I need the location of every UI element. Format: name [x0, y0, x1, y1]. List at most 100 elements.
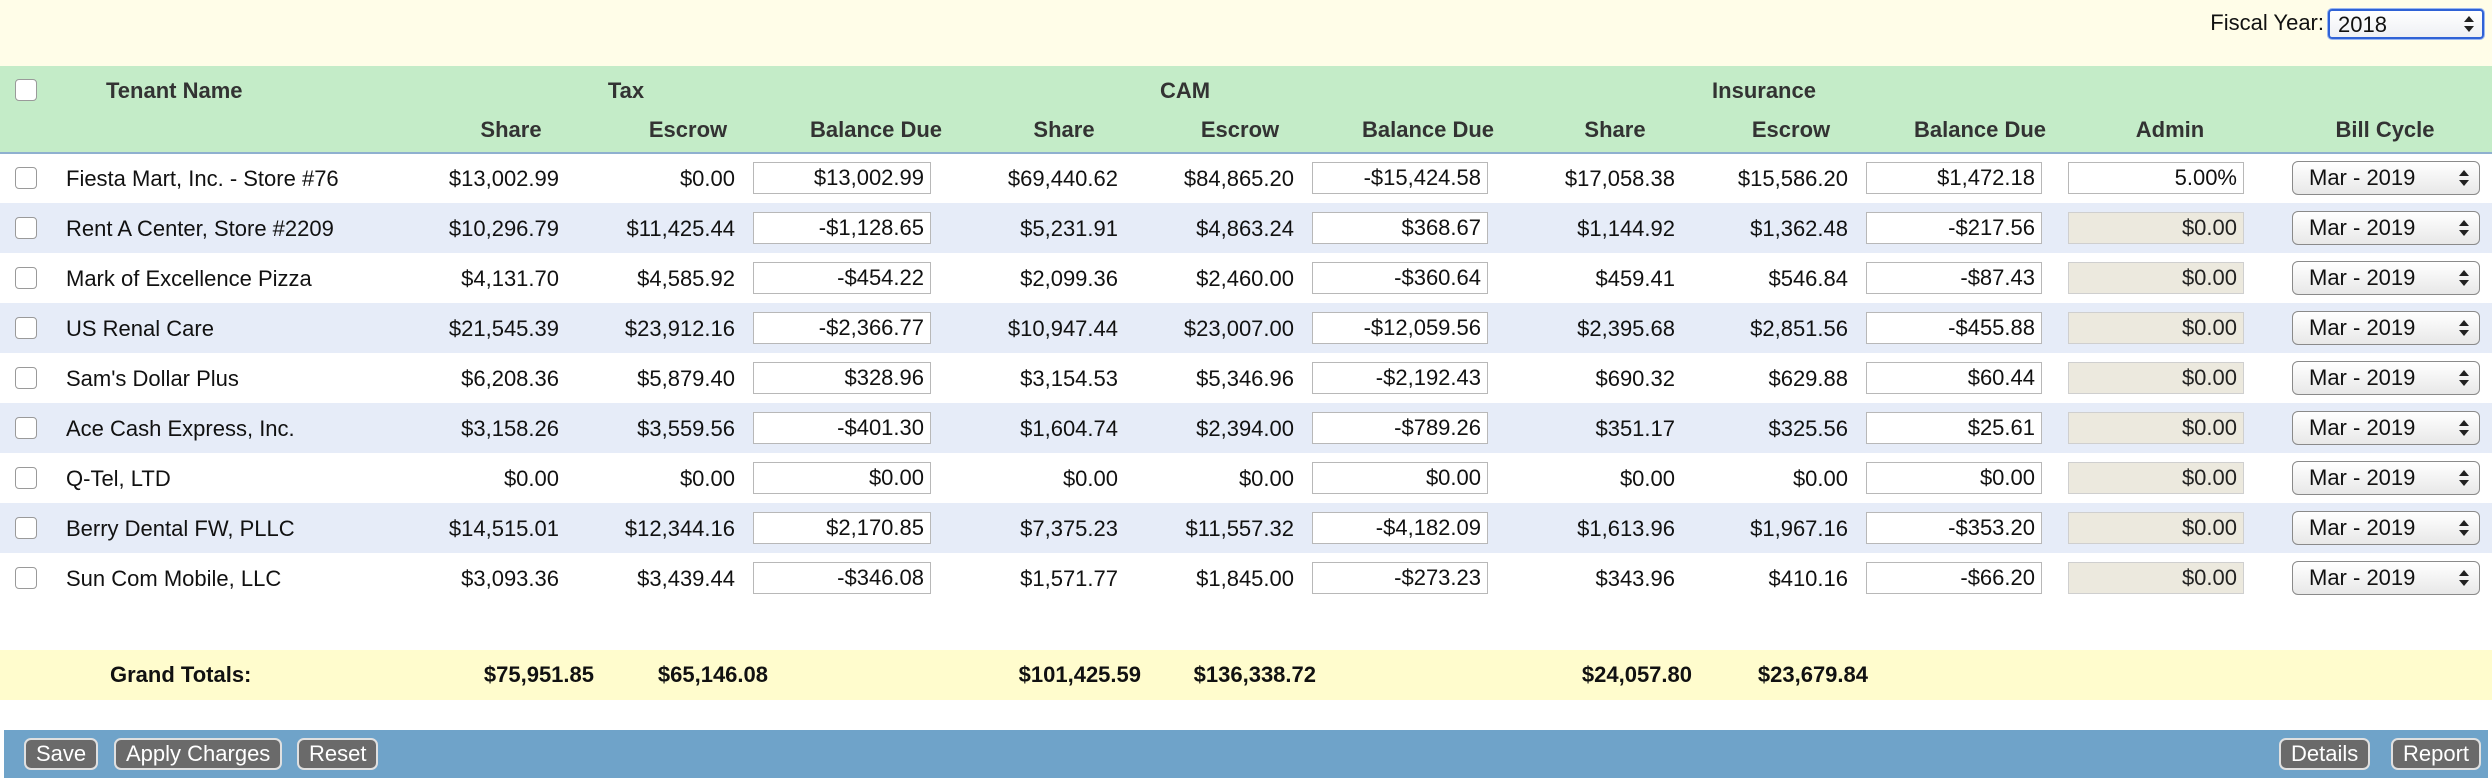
cam-balance-input[interactable]: -$789.26 [1312, 412, 1488, 444]
tax-escrow-cell: $0.00 [679, 466, 735, 491]
tax-balance-header: Balance Due [809, 117, 943, 142]
total-cam-share: $101,425.59 [1018, 662, 1141, 687]
bill-cycle-value: Mar - 2019 [2309, 315, 2416, 340]
row-checkbox[interactable] [15, 317, 37, 339]
bill-cycle-select[interactable]: Mar - 2019 [2292, 211, 2480, 245]
tax-balance-input[interactable]: $2,170.85 [753, 512, 931, 544]
row-checkbox[interactable] [15, 367, 37, 389]
ins-balance-input[interactable]: -$217.56 [1866, 212, 2042, 244]
ins-escrow-header: Escrow [1751, 117, 1831, 142]
save-button[interactable]: Save [24, 738, 99, 770]
cam-balance-input[interactable]: -$12,059.56 [1312, 312, 1488, 344]
ins-balance-input[interactable]: -$455.88 [1866, 312, 2042, 344]
cam-balance-input[interactable]: -$360.64 [1312, 262, 1488, 294]
details-button[interactable]: Details [2279, 738, 2371, 770]
ins-share-cell: $1,144.92 [1577, 216, 1675, 241]
cam-balance-input[interactable]: $0.00 [1312, 462, 1488, 494]
grand-totals-label: Grand Totals: [110, 662, 252, 687]
select-arrows-icon [2459, 469, 2469, 487]
insurance-group-header: Insurance [1712, 78, 1816, 103]
ins-share-header: Share [1584, 117, 1646, 142]
admin-input[interactable]: 5.00% [2068, 162, 2244, 194]
ins-balance-header: Balance Due [1913, 117, 2047, 142]
table-row: US Renal Care $21,545.39 $23,912.16 -$2,366… [0, 303, 2492, 353]
tax-balance-input[interactable]: -$454.22 [753, 262, 931, 294]
tax-share-cell: $3,158.26 [461, 416, 559, 441]
row-checkbox[interactable] [15, 267, 37, 289]
select-arrows-icon [2459, 169, 2469, 187]
tax-balance-input[interactable]: -$2,366.77 [753, 312, 931, 344]
cam-escrow-cell: $2,394.00 [1196, 416, 1294, 441]
tax-balance-input[interactable]: -$401.30 [753, 412, 931, 444]
select-all-checkbox[interactable] [15, 79, 37, 101]
select-arrows-icon [2459, 369, 2469, 387]
table-row: Mark of Excellence Pizza $4,131.70 $4,585.… [0, 253, 2492, 303]
ins-balance-input[interactable]: -$87.43 [1866, 262, 2042, 294]
tax-share-cell: $10,296.79 [448, 216, 559, 241]
tenant-name: Q-Tel, LTD [66, 466, 171, 491]
bill-cycle-select[interactable]: Mar - 2019 [2292, 411, 2480, 445]
row-checkbox[interactable] [15, 467, 37, 489]
total-cam-escrow: $136,338.72 [1193, 662, 1316, 687]
tenant-name: Rent A Center, Store #2209 [66, 216, 334, 241]
tenant-name: US Renal Care [66, 316, 214, 341]
ins-balance-input[interactable]: $25.61 [1866, 412, 2042, 444]
tax-escrow-cell: $0.00 [679, 166, 735, 191]
tax-escrow-cell: $3,439.44 [637, 566, 735, 591]
reset-button[interactable]: Reset [297, 738, 379, 770]
bill-cycle-select[interactable]: Mar - 2019 [2292, 161, 2480, 195]
apply-charges-button[interactable]: Apply Charges [114, 738, 283, 770]
tax-balance-input[interactable]: -$346.08 [753, 562, 931, 594]
bill-cycle-select[interactable]: Mar - 2019 [2292, 461, 2480, 495]
cam-balance-input[interactable]: -$2,192.43 [1312, 362, 1488, 394]
row-checkbox[interactable] [15, 167, 37, 189]
cam-escrow-cell: $11,557.32 [1185, 516, 1294, 541]
bill-cycle-select[interactable]: Mar - 2019 [2292, 311, 2480, 345]
cam-share-cell: $10,947.44 [1007, 316, 1118, 341]
cam-balance-input[interactable]: -$15,424.58 [1312, 162, 1488, 194]
tax-balance-input[interactable]: $0.00 [753, 462, 931, 494]
bill-cycle-value: Mar - 2019 [2309, 465, 2416, 490]
ins-balance-input[interactable]: $1,472.18 [1866, 162, 2042, 194]
ins-balance-input[interactable]: -$66.20 [1866, 562, 2042, 594]
cam-escrow-cell: $4,863.24 [1196, 216, 1294, 241]
bill-cycle-select[interactable]: Mar - 2019 [2292, 261, 2480, 295]
bill-cycle-select[interactable]: Mar - 2019 [2292, 511, 2480, 545]
ins-balance-input[interactable]: -$353.20 [1866, 512, 2042, 544]
admin-input: $0.00 [2068, 512, 2244, 544]
tax-share-cell: $21,545.39 [448, 316, 559, 341]
tax-escrow-cell: $11,425.44 [626, 216, 735, 241]
row-checkbox[interactable] [15, 417, 37, 439]
tax-balance-input[interactable]: -$1,128.65 [753, 212, 931, 244]
bill-cycle-select[interactable]: Mar - 2019 [2292, 361, 2480, 395]
cam-balance-input[interactable]: $368.67 [1312, 212, 1488, 244]
ins-escrow-cell: $1,362.48 [1750, 216, 1848, 241]
total-ins-escrow: $23,679.84 [1757, 662, 1868, 687]
fiscal-year-select[interactable]: 2018 [2328, 9, 2484, 39]
ins-balance-input[interactable]: $0.00 [1866, 462, 2042, 494]
cam-share-cell: $1,604.74 [1020, 416, 1118, 441]
tenant-name: Fiesta Mart, Inc. - Store #76 [66, 166, 339, 191]
tax-escrow-cell: $5,879.40 [637, 366, 735, 391]
cam-balance-input[interactable]: -$4,182.09 [1312, 512, 1488, 544]
bill-cycle-value: Mar - 2019 [2309, 515, 2416, 540]
cam-balance-input[interactable]: -$273.23 [1312, 562, 1488, 594]
ins-escrow-cell: $629.88 [1768, 366, 1848, 391]
row-checkbox[interactable] [15, 217, 37, 239]
select-arrows-icon [2459, 519, 2469, 537]
table-header: Tenant Name Tax CAM Insurance Share Escr… [0, 66, 2492, 154]
report-button[interactable]: Report [2391, 738, 2482, 770]
cam-share-header: Share [1033, 117, 1095, 142]
tax-share-cell: $3,093.36 [461, 566, 559, 591]
ins-escrow-cell: $546.84 [1768, 266, 1848, 291]
bill-cycle-select[interactable]: Mar - 2019 [2292, 561, 2480, 595]
ins-balance-input[interactable]: $60.44 [1866, 362, 2042, 394]
cam-share-cell: $0.00 [1062, 466, 1118, 491]
row-checkbox[interactable] [15, 517, 37, 539]
cam-share-cell: $7,375.23 [1020, 516, 1118, 541]
tax-balance-input[interactable]: $13,002.99 [753, 162, 931, 194]
admin-input: $0.00 [2068, 412, 2244, 444]
row-checkbox[interactable] [15, 567, 37, 589]
total-tax-share: $75,951.85 [483, 662, 594, 687]
tax-balance-input[interactable]: $328.96 [753, 362, 931, 394]
